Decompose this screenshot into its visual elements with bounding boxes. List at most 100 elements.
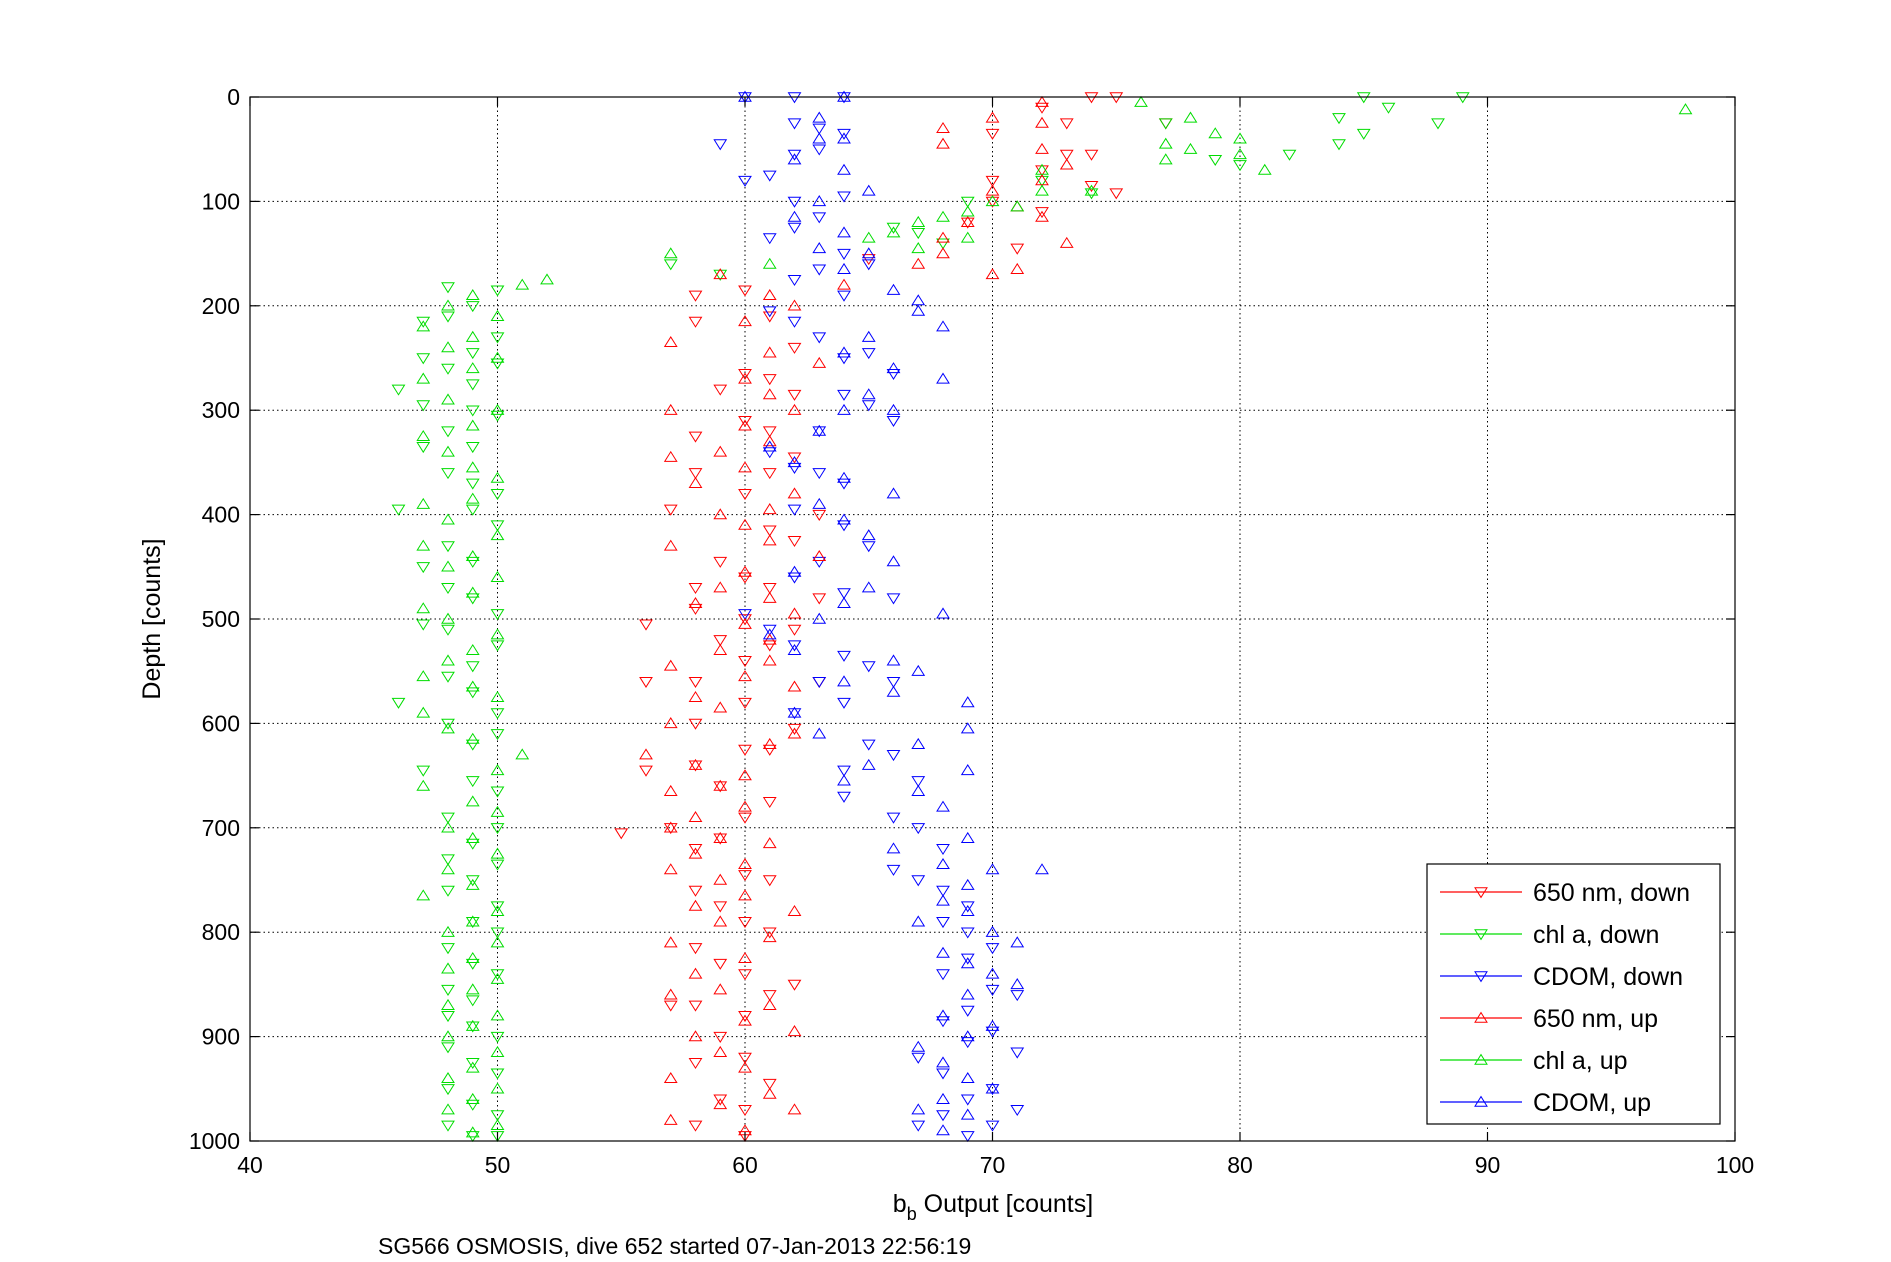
legend-label: 650 nm, down bbox=[1533, 879, 1690, 907]
data-point bbox=[762, 289, 777, 301]
data-point bbox=[787, 680, 802, 692]
data-points bbox=[391, 90, 1693, 1143]
data-point bbox=[911, 1052, 926, 1064]
data-point bbox=[688, 967, 703, 979]
data-point bbox=[490, 529, 505, 541]
data-point bbox=[663, 821, 678, 833]
x-tick-label: 60 bbox=[732, 1152, 758, 1178]
data-point bbox=[861, 184, 876, 196]
data-point bbox=[688, 431, 703, 443]
data-point bbox=[1010, 990, 1025, 1002]
data-point bbox=[837, 290, 851, 302]
data-point bbox=[985, 943, 1000, 955]
data-point bbox=[787, 153, 802, 165]
data-point bbox=[713, 915, 728, 927]
data-point bbox=[490, 358, 505, 370]
data-point bbox=[837, 92, 851, 104]
data-point bbox=[465, 878, 480, 890]
data-point bbox=[911, 304, 926, 316]
data-point bbox=[465, 1019, 480, 1031]
data-point bbox=[738, 609, 752, 621]
data-point bbox=[762, 435, 777, 447]
data-point bbox=[1010, 200, 1025, 212]
data-point bbox=[441, 885, 455, 897]
data-point bbox=[787, 607, 802, 619]
data-point bbox=[441, 341, 455, 353]
data-point bbox=[441, 925, 455, 937]
data-point bbox=[837, 765, 851, 777]
data-point bbox=[861, 330, 876, 342]
data-point bbox=[416, 602, 431, 614]
data-point bbox=[985, 984, 1000, 996]
data-point bbox=[465, 289, 480, 301]
data-point bbox=[490, 904, 505, 917]
data-point bbox=[663, 784, 678, 796]
data-point bbox=[490, 520, 505, 532]
data-point bbox=[787, 462, 802, 474]
data-point bbox=[787, 118, 802, 130]
data-point bbox=[490, 936, 505, 948]
data-point bbox=[837, 353, 851, 365]
data-point bbox=[837, 675, 851, 687]
data-point bbox=[441, 299, 455, 311]
data-point bbox=[738, 372, 752, 384]
data-point bbox=[837, 278, 851, 290]
data-point bbox=[738, 1052, 752, 1064]
data-point bbox=[985, 863, 1000, 875]
data-point bbox=[713, 983, 728, 995]
y-tick-label: 400 bbox=[202, 502, 240, 528]
data-point bbox=[762, 388, 777, 400]
data-point bbox=[663, 988, 678, 1000]
data-point bbox=[490, 927, 505, 939]
data-point bbox=[441, 1030, 455, 1042]
data-point bbox=[713, 643, 728, 656]
data-point bbox=[738, 175, 752, 187]
data-point bbox=[762, 374, 777, 386]
data-point bbox=[465, 405, 480, 417]
data-point bbox=[1158, 118, 1173, 130]
data-point bbox=[738, 1104, 752, 1117]
data-point bbox=[416, 619, 431, 631]
legend-marker bbox=[1474, 1095, 1488, 1107]
data-point bbox=[441, 445, 455, 457]
data-point bbox=[490, 1082, 505, 1094]
data-point bbox=[490, 1009, 505, 1021]
data-point bbox=[1455, 92, 1470, 104]
data-point bbox=[787, 149, 802, 161]
data-point bbox=[465, 379, 480, 391]
data-point bbox=[688, 676, 703, 688]
data-point bbox=[465, 586, 480, 598]
data-point bbox=[787, 504, 802, 516]
caption: SG566 OSMOSIS, dive 652 started 07-Jan-2… bbox=[378, 1233, 971, 1259]
data-point bbox=[861, 581, 876, 593]
data-point bbox=[861, 661, 876, 673]
data-point bbox=[936, 969, 950, 981]
data-point bbox=[861, 529, 876, 541]
data-point bbox=[960, 231, 975, 243]
data-point bbox=[738, 368, 752, 381]
data-point bbox=[713, 1031, 728, 1043]
data-point bbox=[738, 744, 752, 756]
data-point bbox=[416, 889, 431, 901]
data-point bbox=[465, 838, 480, 850]
data-point bbox=[960, 722, 975, 734]
data-point bbox=[713, 958, 728, 970]
data-point bbox=[911, 776, 926, 788]
data-point bbox=[787, 403, 802, 415]
data-point bbox=[1010, 978, 1025, 990]
data-point bbox=[465, 330, 480, 342]
data-point bbox=[738, 800, 752, 812]
data-point bbox=[688, 468, 703, 480]
data-point bbox=[762, 744, 777, 756]
data-point bbox=[713, 901, 728, 913]
data-point bbox=[465, 875, 480, 887]
data-point bbox=[441, 393, 455, 405]
data-point bbox=[837, 132, 851, 144]
data-point bbox=[837, 650, 851, 662]
data-point bbox=[663, 823, 678, 835]
data-point bbox=[515, 748, 530, 760]
data-point bbox=[1183, 142, 1198, 154]
data-point bbox=[762, 170, 777, 182]
data-point bbox=[441, 943, 455, 955]
data-point bbox=[713, 873, 728, 885]
